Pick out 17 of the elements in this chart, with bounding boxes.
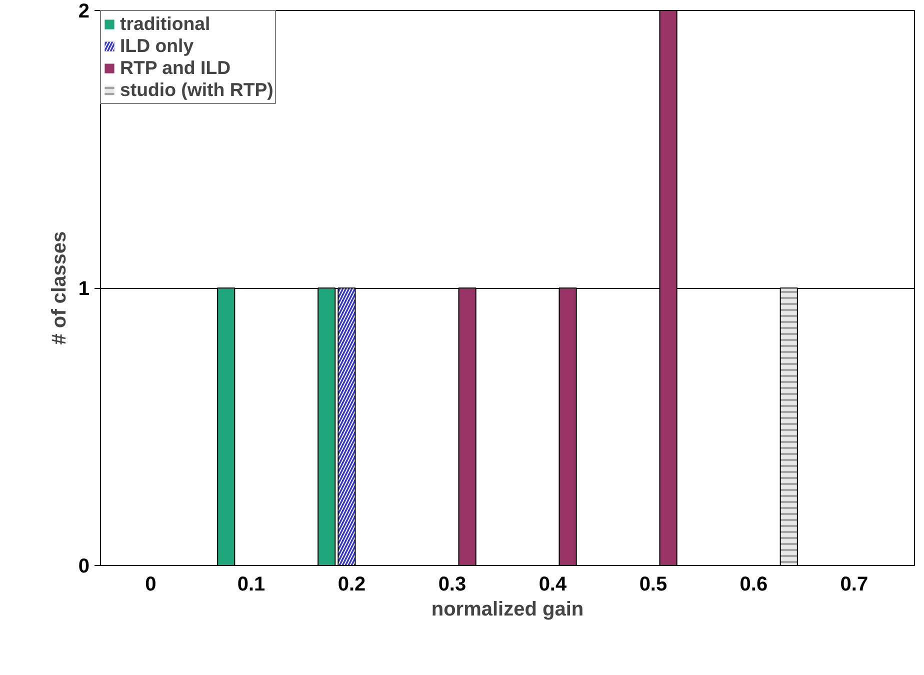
legend-label: studio (with RTP) — [120, 79, 274, 101]
x-tick-label: 0.5 — [639, 574, 668, 596]
x-tick-label: 0.2 — [338, 574, 366, 596]
y-tick-label: 0 — [78, 556, 90, 578]
legend-label: ILD only — [120, 35, 194, 57]
x-tick-label: 0.3 — [438, 574, 466, 596]
legend-label: RTP and ILD — [120, 57, 231, 79]
legend-label: traditional — [120, 13, 210, 35]
x-tick-label: 0.6 — [740, 574, 768, 596]
x-tick-label: 0 — [145, 574, 156, 596]
x-tick-label: 0.1 — [237, 574, 266, 596]
x-tick-label: 0.7 — [840, 574, 868, 596]
y-tick-label: 2 — [78, 0, 90, 22]
y-tick-label: 1 — [78, 278, 90, 300]
x-tick-label: 0.4 — [538, 574, 568, 596]
y-axis-title: # of classes — [48, 231, 70, 345]
x-axis-title: normalized gain — [431, 598, 584, 620]
